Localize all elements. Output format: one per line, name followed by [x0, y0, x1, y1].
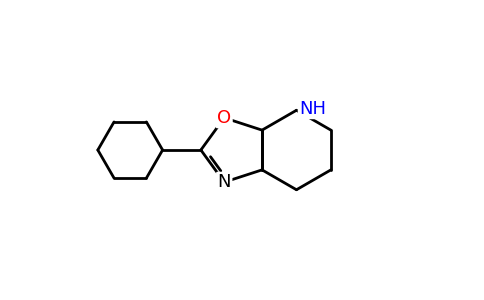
Text: O: O — [217, 109, 231, 127]
Text: N: N — [217, 173, 231, 191]
Text: NH: NH — [299, 100, 326, 118]
